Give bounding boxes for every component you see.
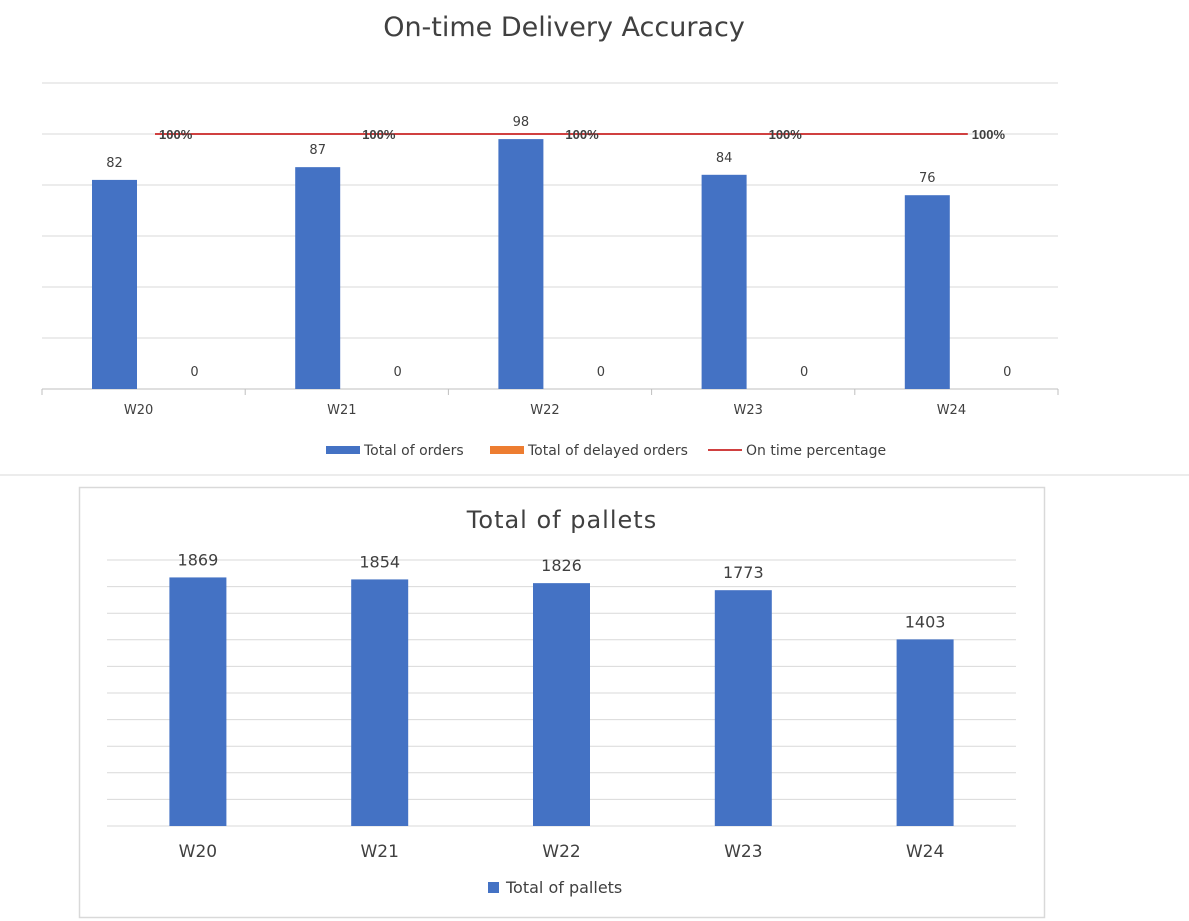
bar-total-pallets-w21 [351,579,409,826]
data-label-total-pallets: 1854 [359,552,400,571]
x-tick-label: W20 [124,403,153,418]
delivery-tick-labels: W20 W21 W22 W23 W24 [124,403,966,418]
legend-label-total-pallets: Total of pallets [505,878,622,897]
bar-total-pallets-w20 [169,577,227,826]
legend-swatch-total-orders [326,446,360,454]
legend-swatch-delayed-orders [490,446,524,454]
data-label-total-pallets: 1869 [178,550,219,569]
bar-total-orders-w24 [904,195,950,389]
data-label-total-orders: 84 [716,151,733,166]
bar-total-orders-w20 [92,179,137,389]
data-label-delayed-orders: 0 [800,365,808,380]
pallets-tick-labels: W20 W21 W22 W23 W24 [179,842,945,862]
bar-total-pallets-w22 [533,583,590,826]
legend-item-delayed-orders: Total of delayed orders [490,443,688,459]
delivery-chart-title: On-time Delivery Accuracy [383,12,745,43]
x-tick-label: W23 [733,403,762,418]
data-label-on-time-percentage: 100% [769,127,803,142]
data-label-total-pallets: 1403 [905,612,946,631]
data-label-delayed-orders: 0 [394,365,402,380]
data-label-total-pallets: 1826 [541,556,582,575]
x-tick-label: W22 [542,842,580,862]
pallets-data-labels: 1869 1854 1826 1773 1403 [178,550,946,631]
data-label-delayed-orders: 0 [190,365,198,380]
bar-total-pallets-w23 [714,590,772,826]
data-label-total-orders: 82 [106,156,123,171]
pallets-chart-title: Total of pallets [466,506,657,534]
data-label-on-time-percentage: 100% [565,127,599,142]
legend-label-delayed-orders: Total of delayed orders [527,443,688,459]
data-label-on-time-percentage: 100% [362,127,396,142]
data-label-on-time-percentage: 100% [972,127,1006,142]
legend-swatch-total-pallets [488,882,499,893]
delivery-chart: On-time Delivery Accuracy 82 87 98 84 76 0 0 0 0… [41,12,1059,459]
x-tick-label: W22 [530,403,559,418]
pallets-chart: Total of pallets 1869 1854 1826 1773 1403 W2… [78,486,1046,919]
pallets-bars [169,577,954,826]
bar-total-pallets-w24 [896,639,954,826]
x-tick-label: W21 [360,842,398,862]
legend-item-on-time-percentage: On time percentage [708,443,886,459]
x-tick-label: W24 [937,403,966,418]
legend-label-total-orders: Total of orders [363,443,464,459]
data-label-total-orders: 76 [919,171,936,186]
data-label-total-orders: 98 [513,115,530,130]
data-label-delayed-orders: 0 [1003,365,1011,380]
delivery-legend: Total of orders Total of delayed orders … [326,443,886,459]
x-tick-label: W20 [179,842,217,862]
bar-total-orders-w23 [701,174,747,389]
delivery-x-axis-ticks [41,389,1059,395]
delivery-bars [92,139,950,389]
x-tick-label: W24 [906,842,944,862]
bar-total-orders-w21 [295,167,341,389]
delivery-data-labels: 82 87 98 84 76 0 0 0 0 0 100% 100% 100% 100% 100% [106,115,1011,380]
data-label-total-orders: 87 [309,143,326,158]
x-tick-label: W23 [724,842,762,862]
x-tick-label: W21 [327,403,356,418]
data-label-on-time-percentage: 100% [159,127,193,142]
data-label-delayed-orders: 0 [597,365,605,380]
legend-label-on-time-percentage: On time percentage [746,443,886,459]
legend-item-total-orders: Total of orders [326,443,464,459]
pallets-legend: Total of pallets [488,878,622,897]
data-label-total-pallets: 1773 [723,563,764,582]
bar-total-orders-w22 [498,139,544,389]
